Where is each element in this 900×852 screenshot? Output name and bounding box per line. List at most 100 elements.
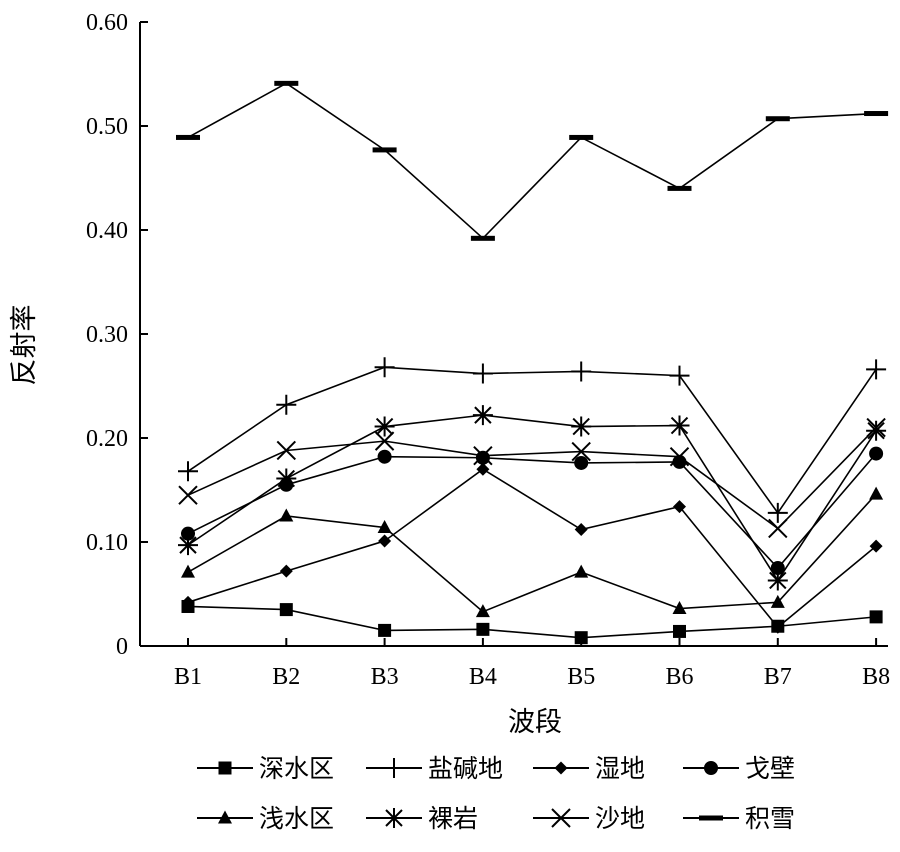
data-point (181, 526, 195, 541)
data-point (672, 601, 687, 615)
x-tick-label: B3 (371, 664, 399, 690)
data-point (571, 441, 591, 462)
data-point (274, 80, 299, 86)
data-point (374, 357, 395, 378)
data-point (866, 417, 886, 438)
data-point (669, 415, 690, 436)
data-point (574, 523, 588, 537)
legend-label: 盐碱地 (428, 754, 503, 783)
legend-item: 沙地 (533, 804, 645, 833)
legend-label: 积雪 (745, 804, 795, 833)
data-point (279, 508, 294, 522)
series-square (181, 599, 883, 645)
data-point (279, 603, 293, 617)
series-line (187, 427, 877, 530)
legend-item: 湿地 (533, 754, 645, 783)
data-point (669, 365, 690, 386)
data-point (869, 539, 883, 553)
series-circle (181, 446, 884, 575)
y-tick-label: 0.50 (86, 114, 128, 140)
legend-marker (384, 758, 404, 778)
legend-item: 深水区 (197, 754, 334, 783)
legend-marker (699, 815, 723, 821)
y-tick-label: 0.60 (86, 10, 128, 36)
legend-label: 湿地 (595, 754, 645, 783)
data-point (472, 363, 493, 384)
legend-item: 戈壁 (683, 754, 795, 783)
series-dash (176, 80, 889, 241)
data-point (574, 455, 589, 470)
data-point (473, 445, 493, 466)
data-point (770, 594, 785, 608)
x-tick-label: B6 (665, 664, 693, 690)
x-tick-label: B4 (469, 664, 497, 690)
series-line (187, 605, 877, 639)
series-line (187, 82, 877, 240)
data-point (470, 235, 495, 241)
data-point (669, 447, 690, 467)
data-point (765, 116, 790, 122)
legend-marker (554, 761, 568, 775)
series-triangle (181, 486, 884, 618)
data-point (767, 502, 788, 523)
legend-label: 浅水区 (259, 804, 334, 833)
series-line (187, 468, 877, 629)
data-point (178, 535, 198, 556)
legend-item: 盐碱地 (366, 754, 503, 783)
y-tick-label: 0.20 (86, 426, 128, 452)
data-point (574, 631, 588, 645)
data-point (378, 623, 392, 637)
data-point (673, 624, 686, 638)
data-point (869, 486, 884, 500)
legend-item: 浅水区 (197, 804, 334, 833)
data-point (472, 405, 493, 426)
series-diamond (181, 462, 883, 634)
data-point (571, 416, 592, 437)
data-point (476, 622, 490, 636)
series-line (187, 366, 877, 515)
data-point (869, 446, 884, 461)
series-plus (178, 357, 887, 523)
series-layer (176, 80, 889, 645)
legend-marker (384, 808, 404, 828)
legend-marker (218, 761, 232, 775)
data-point (377, 519, 392, 533)
legend-item: 积雪 (683, 804, 795, 833)
data-point (771, 620, 785, 634)
data-point (181, 564, 195, 578)
data-point (374, 431, 395, 451)
data-point (864, 111, 889, 117)
y-tick-label: 0.10 (86, 530, 128, 556)
data-point (866, 420, 887, 441)
data-point (866, 359, 887, 380)
legend-marker (704, 761, 718, 775)
data-point (181, 595, 195, 609)
data-point (571, 361, 592, 382)
data-point (768, 518, 788, 539)
data-point (276, 468, 297, 489)
data-point (378, 534, 392, 548)
x-axis-title: 波段 (508, 707, 562, 738)
data-point (476, 462, 490, 476)
axes: 0 0.10 0.20 0.30 0.40 0.50 0.60 B1 B2 B3 B4 B5 B6 B7 B… (9, 10, 890, 738)
data-point (667, 185, 692, 191)
legend-label: 沙地 (595, 804, 645, 833)
data-point (276, 440, 297, 461)
data-point (475, 604, 490, 618)
legend-label: 戈壁 (745, 754, 795, 783)
y-tick-label: 0 (116, 634, 128, 660)
x-tick-label: B2 (272, 664, 300, 690)
y-tick-label: 0.40 (86, 218, 128, 244)
y-axis-title: 反射率 (9, 305, 40, 386)
data-point (279, 564, 293, 578)
series-line (187, 493, 877, 613)
series-asterisk (178, 405, 887, 591)
legend-marker (218, 810, 232, 824)
legend-item: 裸岩 (366, 804, 478, 833)
legend-label: 深水区 (259, 754, 334, 783)
data-point (475, 450, 490, 465)
data-point (673, 500, 686, 514)
data-point (569, 134, 594, 140)
